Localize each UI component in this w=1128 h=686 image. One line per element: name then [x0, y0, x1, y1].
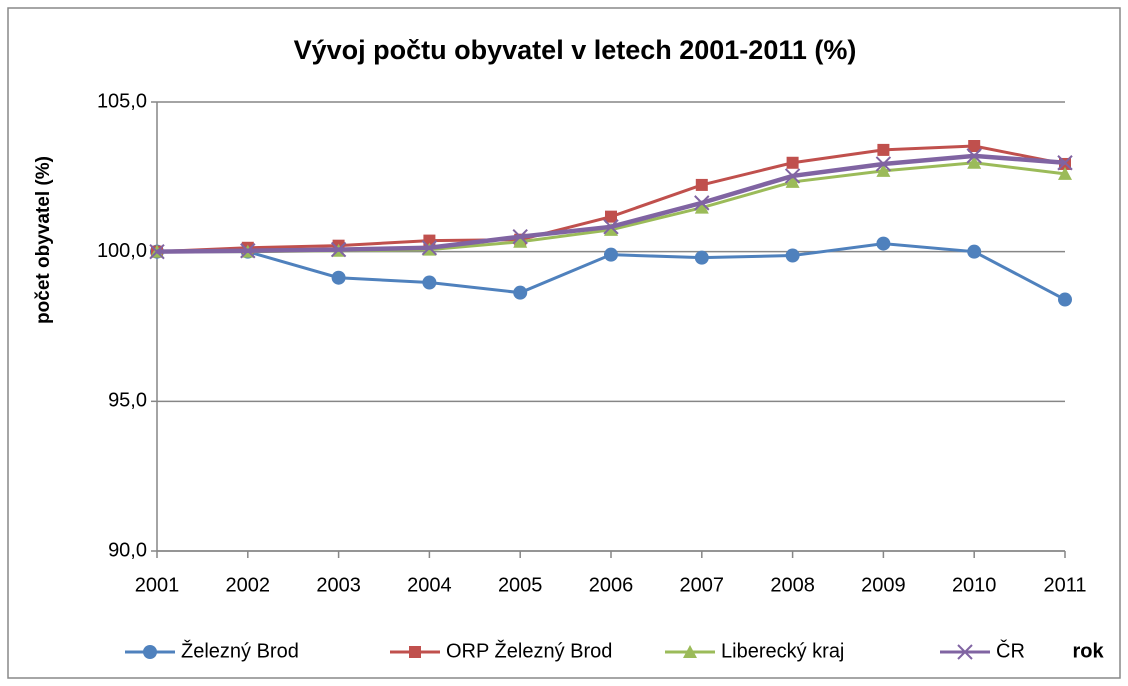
legend-label: Železný Brod: [181, 639, 299, 662]
data-point: [968, 140, 981, 153]
data-point: [512, 228, 528, 245]
legend-marker: [409, 646, 421, 658]
data-point: [694, 250, 709, 265]
data-point: [513, 234, 528, 248]
y-tick-label: 105,0: [97, 90, 147, 112]
x-tick-label: 2008: [770, 574, 815, 596]
y-tick-label: 90,0: [108, 539, 147, 561]
x-tick-label: 2010: [952, 574, 997, 596]
data-point: [604, 222, 618, 236]
data-point: [694, 200, 709, 214]
y-tick-label: 100,0: [97, 240, 147, 262]
data-point: [785, 248, 800, 263]
x-tick-label: 2011: [1043, 574, 1086, 596]
data-point: [513, 285, 528, 300]
data-point: [1058, 292, 1072, 307]
data-point: [1058, 166, 1072, 180]
y-tick-label: 95,0: [108, 390, 147, 412]
y-axis-label: počet obyvatel (%): [33, 156, 54, 324]
x-tick-label: 2005: [498, 574, 543, 596]
data-point: [240, 243, 256, 259]
x-tick-label: 2003: [316, 574, 361, 596]
x-tick-label: 2004: [407, 574, 452, 596]
data-point: [875, 156, 892, 172]
chart-title: Vývoj počtu obyvatel v letech 2001-2011 …: [294, 35, 857, 65]
data-point: [603, 219, 619, 235]
legend-marker: [957, 644, 973, 660]
x-tick-label: 2007: [680, 574, 725, 596]
legend-label: ORP Železný Brod: [446, 639, 612, 662]
chart-border: [7, 7, 1121, 679]
data-point: [605, 210, 617, 223]
data-point: [694, 195, 710, 211]
data-point: [877, 143, 890, 156]
data-point: [149, 243, 165, 260]
legend-marker: [683, 645, 697, 658]
data-point: [876, 236, 891, 251]
legend-label: Liberecký kraj: [721, 640, 844, 662]
legend-marker: [143, 645, 157, 659]
data-point: [876, 163, 891, 177]
x-axis-label: rok: [1072, 640, 1104, 662]
data-point: [1057, 155, 1073, 171]
data-point: [422, 275, 437, 290]
legend-label: ČR: [996, 639, 1025, 662]
data-point: [784, 168, 801, 184]
data-point: [786, 156, 799, 169]
data-point: [695, 178, 708, 191]
x-tick-label: 2009: [861, 574, 906, 596]
x-tick-label: 2006: [589, 574, 634, 596]
data-point: [785, 174, 800, 188]
data-point: [966, 148, 982, 164]
x-tick-label: 2002: [226, 574, 271, 596]
data-point: [967, 244, 982, 259]
x-tick-label: 2001: [135, 574, 180, 596]
data-point: [330, 241, 347, 258]
data-point: [421, 240, 438, 256]
data-point: [331, 270, 346, 285]
data-point: [967, 155, 982, 169]
data-point: [604, 247, 618, 262]
